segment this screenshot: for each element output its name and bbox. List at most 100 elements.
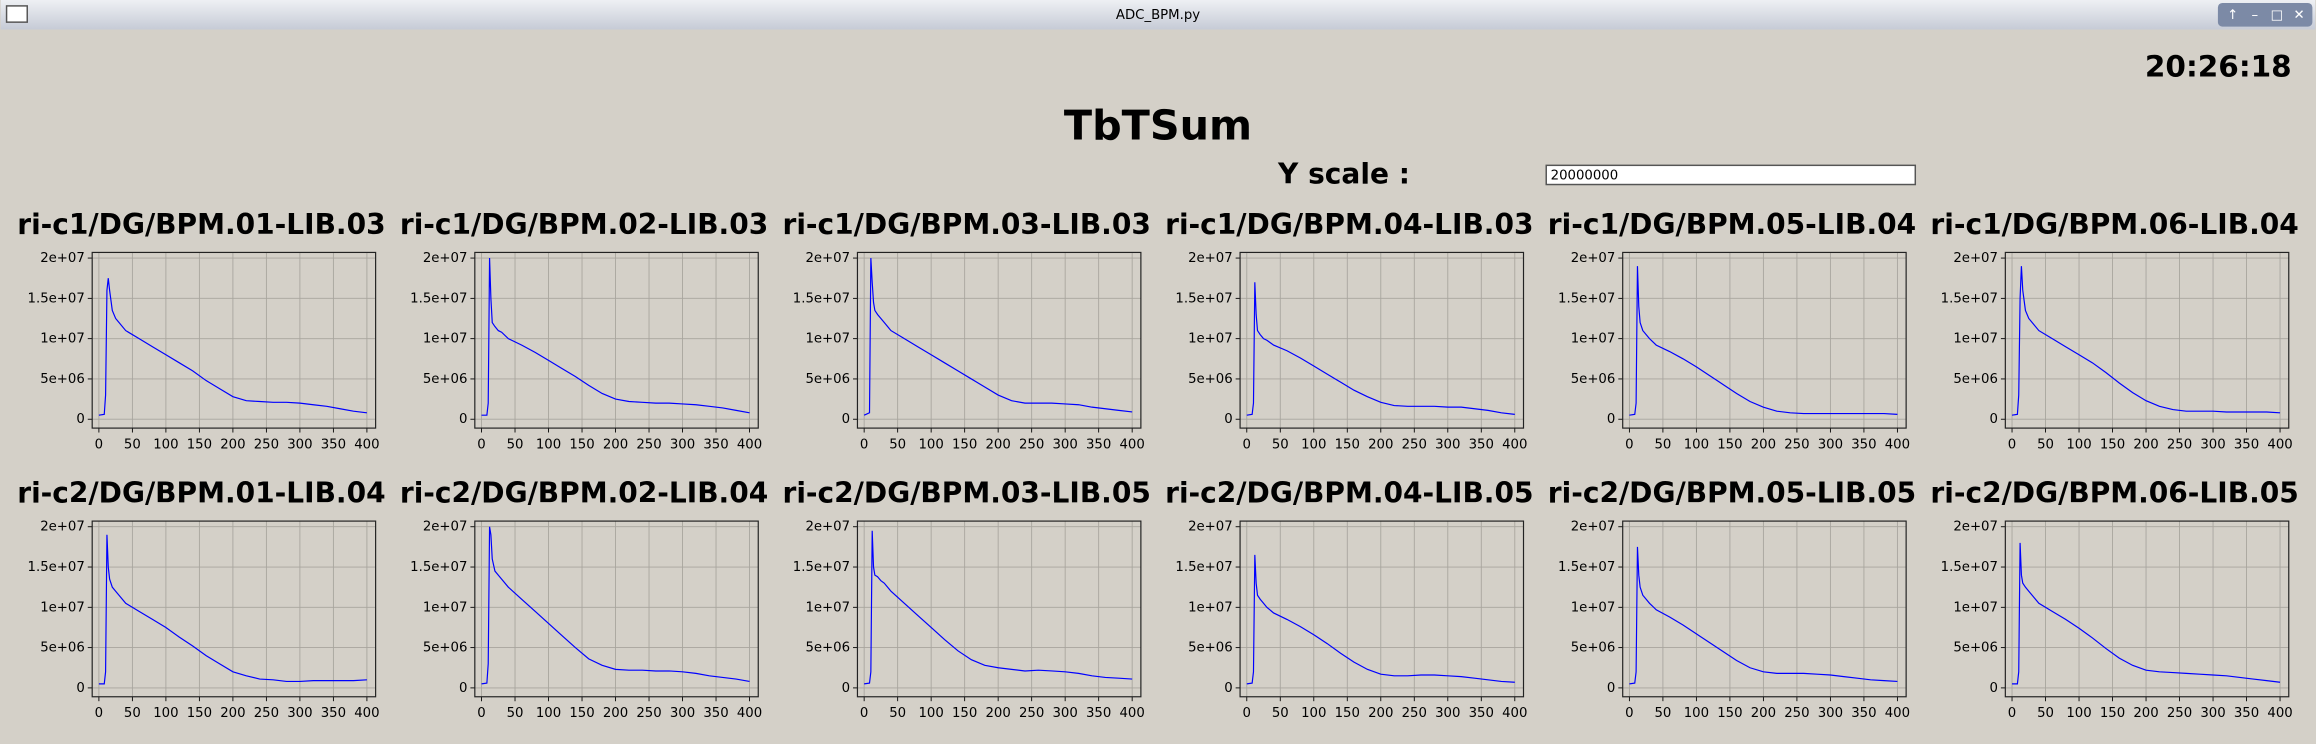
plot-frame [1622,520,1907,698]
plot-frame [1622,251,1907,429]
x-tick-label: 250 [2167,437,2192,452]
y-scale-value[interactable]: 20000000 [1551,169,1619,184]
btn-up[interactable]: ↑ [2227,8,2238,23]
plot: ri-c2/DG/BPM.01-LIB.04 0 5e+06 1e+07 1.5e+07… [17,477,385,721]
plot-frame [474,251,759,429]
x-tick-label: 150 [569,437,594,452]
y-tick-label: 1.5e+07 [1175,560,1232,575]
plot: ri-c2/DG/BPM.05-LIB.05 0 5e+06 1e+07 1.5e+07… [1548,477,1916,721]
trace [2011,266,2281,416]
trace [98,534,367,685]
x-tick-label: 350 [321,437,346,452]
y-tick-label: 5e+06 [1571,641,1616,656]
x-tick-label: 150 [1335,437,1360,452]
trace [864,530,1133,685]
x-tick-label: 400 [1502,706,1527,721]
x-tick-label: 100 [153,706,178,721]
x-tick-label: 300 [1818,437,1843,452]
x-tick-label: 250 [254,706,279,721]
plot: ri-c1/DG/BPM.05-LIB.04 0 5e+06 1e+07 1.5e+07… [1548,208,1916,452]
window-buttons[interactable] [2217,2,2313,27]
y-tick-label: 0 [459,412,467,427]
x-tick-label: 50 [1654,437,1671,452]
x-tick-label: 350 [2234,437,2259,452]
x-tick-label: 300 [1435,706,1460,721]
clock: 20:26:18 [2145,49,2292,83]
y-tick-label: 0 [1224,681,1232,696]
x-tick-label: 50 [1272,706,1289,721]
x-tick-label: 150 [569,706,594,721]
plot-frame [1239,251,1525,429]
plot-frame [474,520,759,698]
plot: ri-c2/DG/BPM.03-LIB.05 0 5e+06 1e+07 1.5e+07… [783,477,1151,721]
y-tick-label: 1e+07 [805,332,850,347]
y-tick-label: 2e+07 [1953,251,1998,266]
y-tick-label: 2e+07 [423,251,468,266]
plot: ri-c1/DG/BPM.01-LIB.03 0 5e+06 1e+07 1.5e+07… [17,208,385,452]
trace [1246,282,1515,416]
x-tick-label: 400 [2267,706,2292,721]
x-tick-label: 150 [952,706,977,721]
x-tick-label: 250 [1019,437,1044,452]
y-tick-label: 5e+06 [423,641,468,656]
x-tick-label: 50 [124,706,141,721]
chart-title: ri-c1/DG/BPM.05-LIB.04 [1548,208,1916,241]
x-tick-label: 300 [1435,437,1460,452]
y-tick-label: 5e+06 [1188,372,1233,387]
plot: ri-c1/DG/BPM.03-LIB.03 0 5e+06 1e+07 1.5e+07… [783,208,1151,452]
x-tick-label: 150 [1335,706,1360,721]
x-tick-label: 100 [153,437,178,452]
y-scale-input[interactable] [1545,164,1917,186]
y-tick-label: 2e+07 [1953,520,1998,535]
x-tick-label: 400 [737,706,762,721]
x-tick-label: 200 [985,706,1010,721]
x-tick-label: 200 [2133,706,2158,721]
btn-close[interactable]: ✕ [2294,8,2305,23]
x-tick-label: 0 [860,706,868,721]
btn-minimize[interactable]: – [2251,8,2258,23]
x-tick-label: 200 [2133,437,2158,452]
y-tick-label: 0 [1607,681,1615,696]
plot-area [2005,521,2289,697]
plot-frame [1239,520,1525,698]
x-tick-label: 250 [636,706,661,721]
y-tick-label: 1.5e+07 [793,560,850,575]
x-tick-label: 350 [1469,437,1494,452]
x-tick-label: 50 [2037,437,2054,452]
y-tick-label: 1.5e+07 [793,291,850,306]
y-tick-label: 1.5e+07 [1175,291,1232,306]
x-tick-label: 50 [507,706,524,721]
x-tick-label: 350 [1086,437,1111,452]
y-tick-label: 1e+07 [423,600,468,615]
y-tick-label: 5e+06 [1953,372,1998,387]
x-tick-label: 300 [287,437,312,452]
y-tick-label: 2e+07 [805,520,850,535]
x-tick-label: 0 [860,437,868,452]
y-tick-label: 2e+07 [40,251,85,266]
x-tick-label: 300 [2200,437,2225,452]
plot: ri-c2/DG/BPM.06-LIB.05 0 5e+06 1e+07 1.5e+07… [1930,477,2298,721]
x-tick-label: 100 [1301,706,1326,721]
y-tick-label: 1.5e+07 [1558,291,1615,306]
y-tick-label: 1e+07 [1188,332,1233,347]
plot-frame [856,520,1142,698]
trace [1629,266,1898,416]
x-tick-label: 0 [1625,437,1633,452]
x-tick-label: 100 [536,437,561,452]
x-tick-label: 400 [1120,706,1145,721]
x-tick-label: 0 [1625,706,1633,721]
x-tick-label: 150 [187,706,212,721]
plot-frame [91,251,377,429]
x-tick-label: 150 [1717,437,1742,452]
y-tick-label: 0 [76,681,84,696]
x-tick-label: 50 [124,437,141,452]
y-tick-label: 1.5e+07 [1941,560,1998,575]
plot-area [92,252,376,429]
x-tick-label: 350 [1086,706,1111,721]
x-tick-label: 250 [1402,706,1427,721]
plot-area [1240,521,1524,697]
y-tick-label: 2e+07 [40,520,85,535]
btn-maximize[interactable]: □ [2271,8,2284,23]
y-tick-label: 2e+07 [1188,520,1233,535]
